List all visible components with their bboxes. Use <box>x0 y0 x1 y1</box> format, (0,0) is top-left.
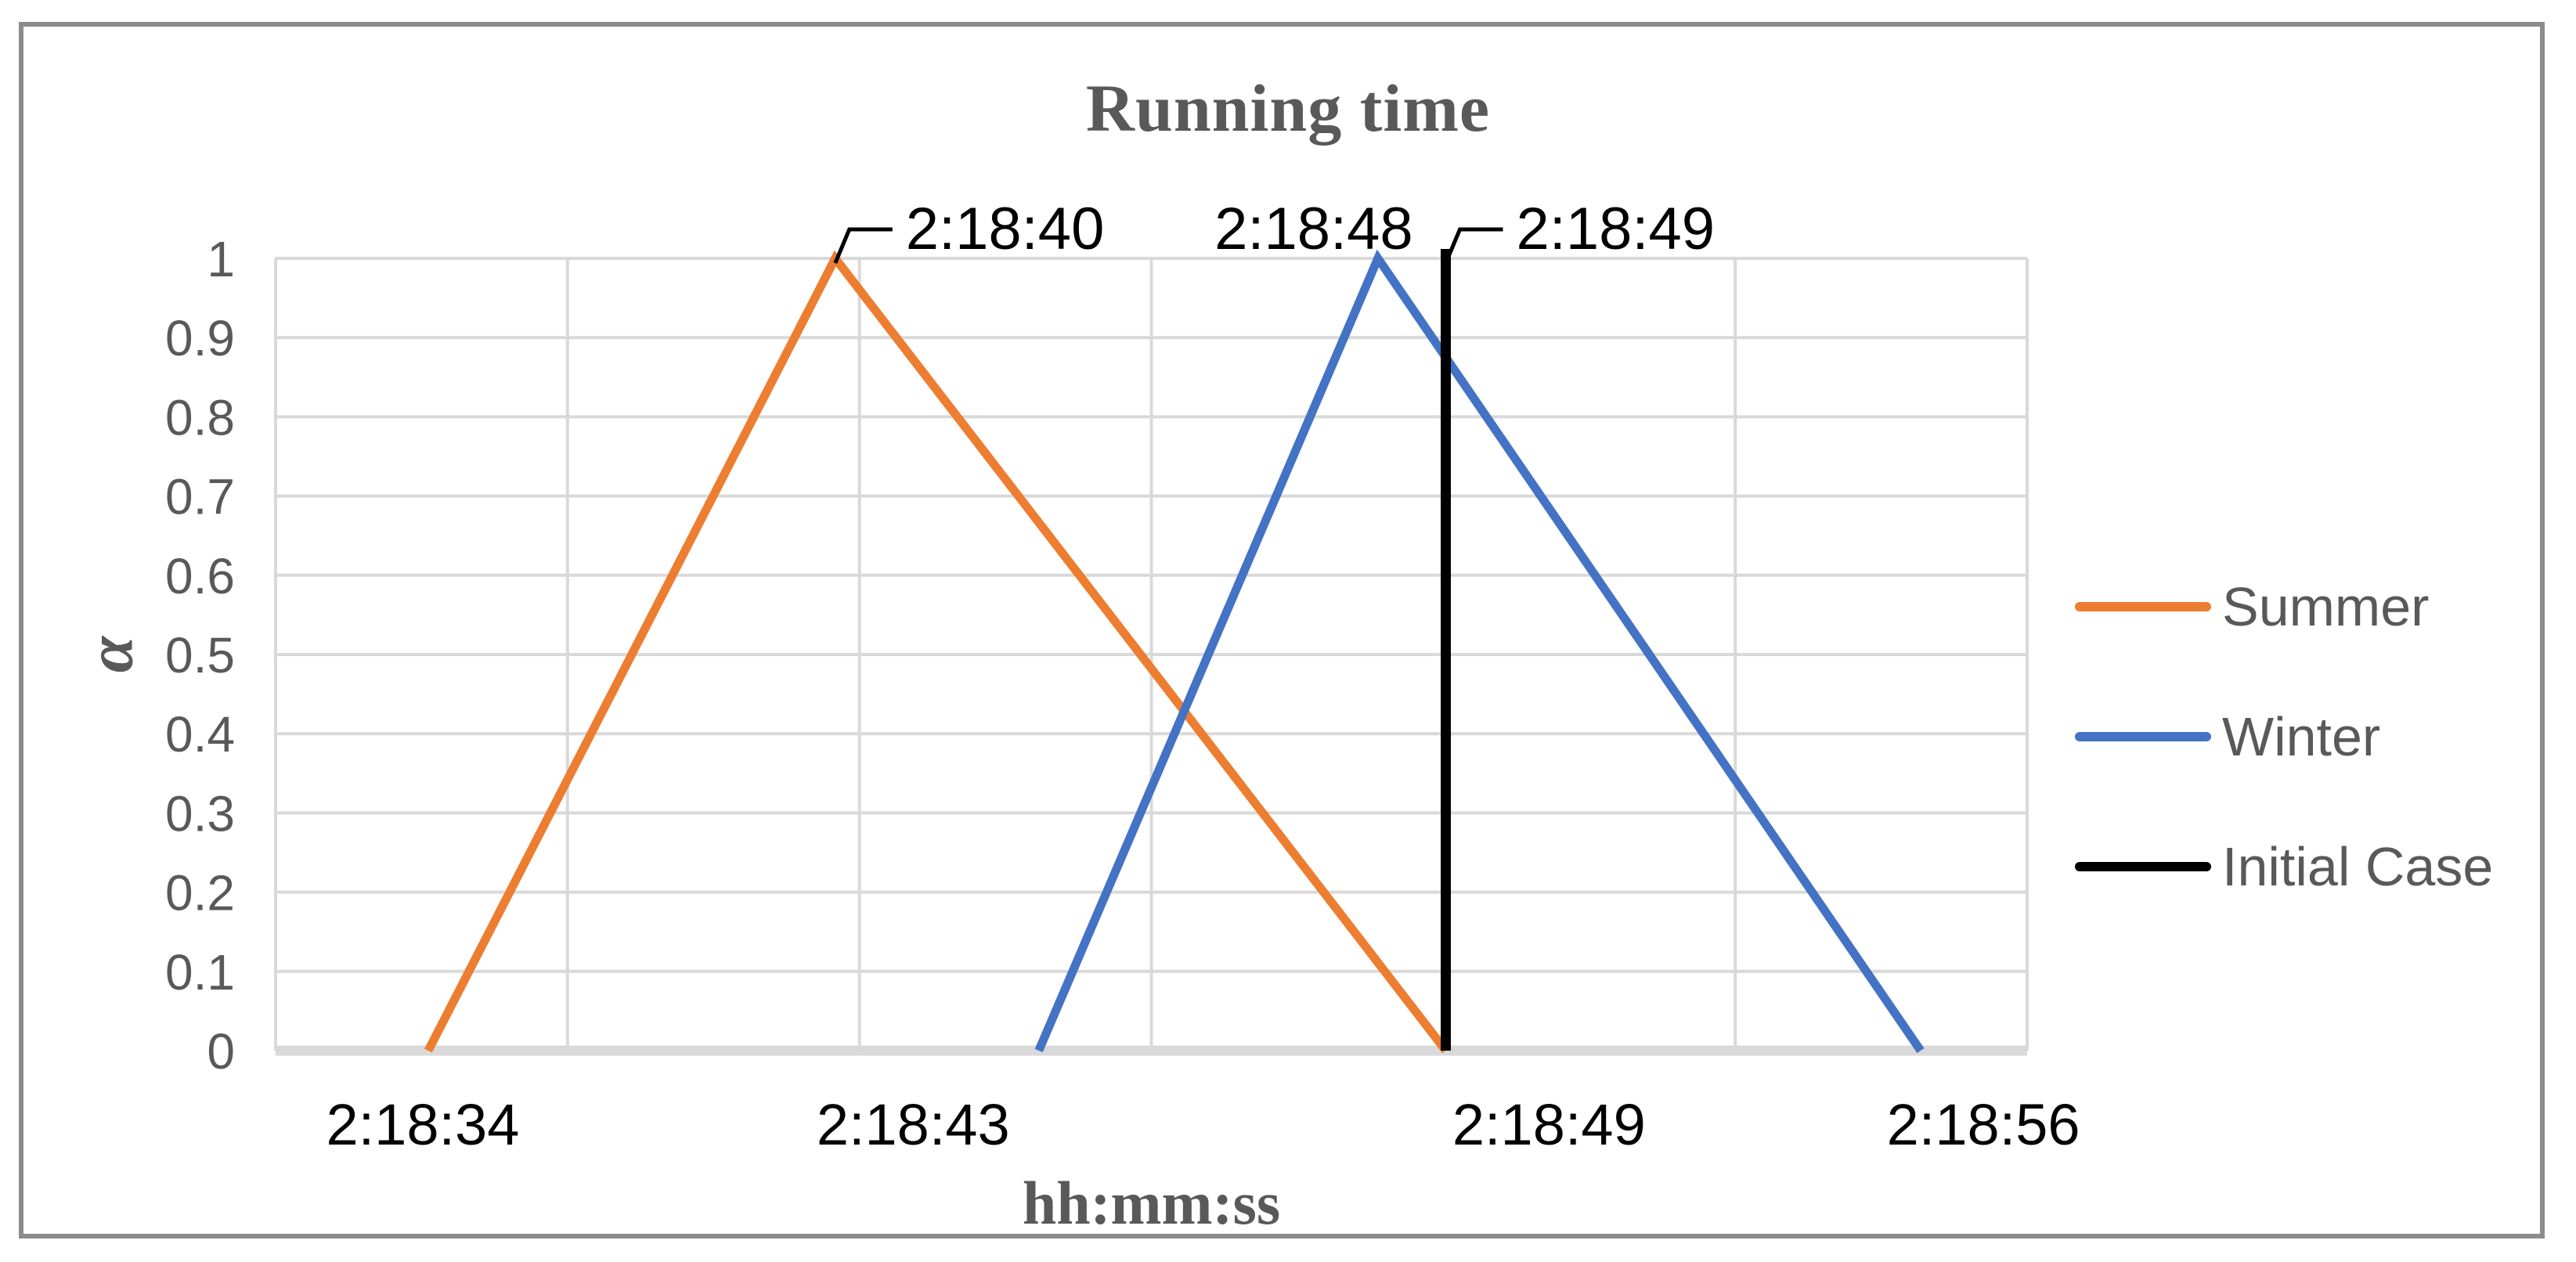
y-tick-label: 0.9 <box>165 310 235 366</box>
summer-line-swatch <box>2075 602 2211 611</box>
legend-item-summer: Summer <box>2075 542 2545 672</box>
annotation-label: 2:18:40 <box>906 196 1105 262</box>
annotation-label: 2:18:49 <box>1517 196 1716 262</box>
y-tick-label: 0.6 <box>165 548 235 604</box>
y-tick-label: 0.5 <box>165 627 235 683</box>
x-axis-title: hh:mm:ss <box>1022 1169 1281 1237</box>
x-tick-label: 2:18:34 <box>326 1092 519 1157</box>
y-tick-label: 0.1 <box>165 944 235 1001</box>
y-tick-label: 0.3 <box>165 785 235 842</box>
legend-item-initial-case: Initial Case <box>2075 802 2545 932</box>
legend-label-winter: Winter <box>2222 706 2381 767</box>
series-line-winter <box>1034 249 1925 1054</box>
y-tick-label: 0.7 <box>165 469 235 525</box>
legend-label-summer: Summer <box>2222 576 2430 637</box>
winter-line-swatch <box>2075 732 2211 741</box>
x-tick-label: 2:18:56 <box>1887 1092 2080 1157</box>
x-tick-label: 2:18:43 <box>817 1092 1010 1157</box>
annotation-label: 2:18:48 <box>1214 196 1413 262</box>
y-tick-label: 1 <box>207 231 235 287</box>
annotation-leader-line <box>1444 227 1503 264</box>
y-tick-label: 0.4 <box>165 706 235 763</box>
y-tick-label: 0.8 <box>165 389 235 445</box>
x-tick-label: 2:18:49 <box>1452 1092 1646 1157</box>
y-tick-label: 0.2 <box>165 865 235 921</box>
y-tick-label: 0 <box>207 1023 235 1080</box>
legend-label-initial-case: Initial Case <box>2222 836 2494 897</box>
legend-item-winter: Winter <box>2075 672 2545 802</box>
initial-case-line-swatch <box>2075 862 2211 871</box>
annotation-leader-line <box>833 227 893 264</box>
legend: Summer Winter Initial Case <box>2075 542 2545 932</box>
chart-title: Running time <box>1085 70 1491 146</box>
